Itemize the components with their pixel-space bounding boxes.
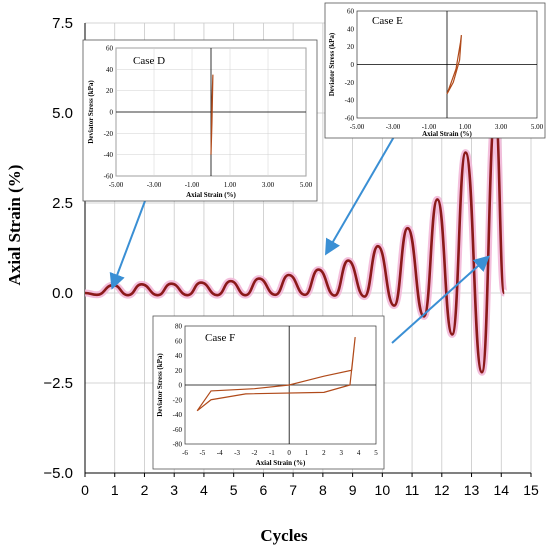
callout-arrow <box>324 134 396 256</box>
inset-x-tick: -3 <box>234 449 240 457</box>
inset-x-tick: -3.00 <box>147 181 162 189</box>
y-tick-label: −2.5 <box>43 375 73 392</box>
inset-x-tick: 0 <box>287 449 291 457</box>
inset-y-tick: 40 <box>175 352 183 360</box>
inset-x-title: Axial Strain (%) <box>256 459 306 467</box>
inset-y-tick: 60 <box>175 337 183 345</box>
x-tick-label: 15 <box>523 482 539 498</box>
x-tick-label: 7 <box>289 482 297 498</box>
x-tick-label: 11 <box>405 482 420 498</box>
inset-x-tick: -1.00 <box>185 181 200 189</box>
inset-x-tick: 4 <box>357 449 361 457</box>
y-tick-label: 2.5 <box>52 195 73 212</box>
inset-y-tick: -20 <box>345 79 355 87</box>
inset-x-tick: 5.00 <box>300 181 313 189</box>
y-axis-title: Axial Strain (%) <box>5 165 24 286</box>
y-ticks: 7.5 5.0 2.5 0.0 −2.5 −5.0 <box>43 15 73 482</box>
inset-y-tick: 80 <box>175 323 183 331</box>
inset-x-title: Axial Strain (%) <box>422 130 472 138</box>
inset-loop <box>196 336 356 412</box>
inset-y-tick: -40 <box>345 97 355 105</box>
series-line <box>84 111 506 374</box>
x-tick-label: 9 <box>349 482 357 498</box>
x-tick-label: 8 <box>319 482 327 498</box>
x-ticks: 0 1 2 3 4 5 6 7 8 9 10 11 12 13 14 15 <box>81 473 539 498</box>
inset-x-tick: 3 <box>340 449 344 457</box>
inset-loop <box>210 74 214 155</box>
inset-y-tick: 20 <box>347 43 355 51</box>
inset-x-tick: 3.00 <box>495 123 508 131</box>
inset-y-tick: 20 <box>106 87 114 95</box>
inset-loop <box>446 34 462 95</box>
y-tick-label: 7.5 <box>52 15 73 32</box>
y-tick-label: 0.0 <box>52 285 73 302</box>
inset-x-tick: -3.00 <box>386 123 401 131</box>
inset-y-tick: -60 <box>345 115 355 123</box>
inset-x-tick: -5 <box>199 449 205 457</box>
x-tick-label: 2 <box>141 482 149 498</box>
inset-y-tick: -40 <box>104 151 114 159</box>
inset-x-tick: 1.00 <box>459 123 472 131</box>
inset-y-tick: 20 <box>175 367 183 375</box>
inset-case-f: 80 60 40 20 0 -20 -40 -60 -80-6 -5 -4 -3 -2 -1 0 1 2 3 4 5 C… <box>152 315 385 470</box>
x-tick-label: 10 <box>375 482 391 498</box>
inset-y-title: Deviator Stress (kPa) <box>87 80 95 144</box>
inset-case-label: Case E <box>372 15 403 27</box>
inset-y-title: Deviator Stress (kPa) <box>328 32 336 96</box>
callout-arrow <box>109 200 146 290</box>
inset-case-d: 60 40 20 0 -20 -40 -60-5.00 -3.00 -1.00 1.00 3.00 5… <box>82 39 318 202</box>
inset-y-tick: 60 <box>347 8 355 16</box>
inset-x-tick: -2 <box>252 449 258 457</box>
inset-x-tick: 5 <box>374 449 378 457</box>
x-tick-label: 14 <box>493 482 509 498</box>
x-tick-label: 6 <box>260 482 268 498</box>
x-tick-label: 5 <box>230 482 238 498</box>
inset-y-tick: 40 <box>347 25 355 33</box>
inset-y-tick: 0 <box>179 382 183 390</box>
inset-x-tick: 2 <box>322 449 326 457</box>
inset-y-tick: -20 <box>104 130 114 138</box>
inset-y-tick: 0 <box>110 109 114 117</box>
inset-x-title: Axial Strain (%) <box>186 191 236 199</box>
x-tick-label: 0 <box>81 482 89 498</box>
inset-x-tick: 1 <box>305 449 309 457</box>
inset-y-tick: 40 <box>106 66 114 74</box>
x-tick-label: 1 <box>111 482 119 498</box>
inset-y-title: Deviator Stress (kPa) <box>156 353 164 417</box>
inset-x-tick: -1 <box>269 449 275 457</box>
y-tick-label: 5.0 <box>52 105 73 122</box>
inset-case-e: 60 40 20 0 -20 -40 -60-5.00 -3.00 -1.00 1.00 3.00 5… <box>324 2 546 139</box>
inset-x-tick: -6 <box>182 449 188 457</box>
arrows <box>109 134 490 344</box>
inset-y-tick: -60 <box>173 426 183 434</box>
callout-arrow <box>391 255 490 344</box>
inset-case-label: Case F <box>205 332 235 344</box>
inset-x-tick: -1.00 <box>422 123 437 131</box>
inset-x-tick: 1.00 <box>224 181 237 189</box>
inset-y-tick: -20 <box>173 396 183 404</box>
inset-x-tick: -5.00 <box>109 181 124 189</box>
inset-y-tick: 60 <box>106 45 114 53</box>
y-tick-label: −5.0 <box>43 465 73 482</box>
inset-case-label: Case D <box>133 55 165 67</box>
x-tick-label: 12 <box>434 482 450 498</box>
inset-x-tick: -4 <box>217 449 223 457</box>
inset-x-tick: 5.00 <box>531 123 544 131</box>
series-main <box>84 109 508 376</box>
inset-y-tick: 0 <box>351 61 355 69</box>
inset-x-tick: -5.00 <box>350 123 365 131</box>
x-axis-title: Cycles <box>260 526 308 545</box>
inset-y-tick: -60 <box>104 173 114 181</box>
inset-y-tick: -40 <box>173 411 183 419</box>
x-tick-label: 13 <box>464 482 480 498</box>
inset-x-tick: 3.00 <box>262 181 275 189</box>
x-tick-label: 3 <box>170 482 178 498</box>
inset-y-tick: -80 <box>173 441 183 449</box>
x-tick-label: 4 <box>200 482 208 498</box>
